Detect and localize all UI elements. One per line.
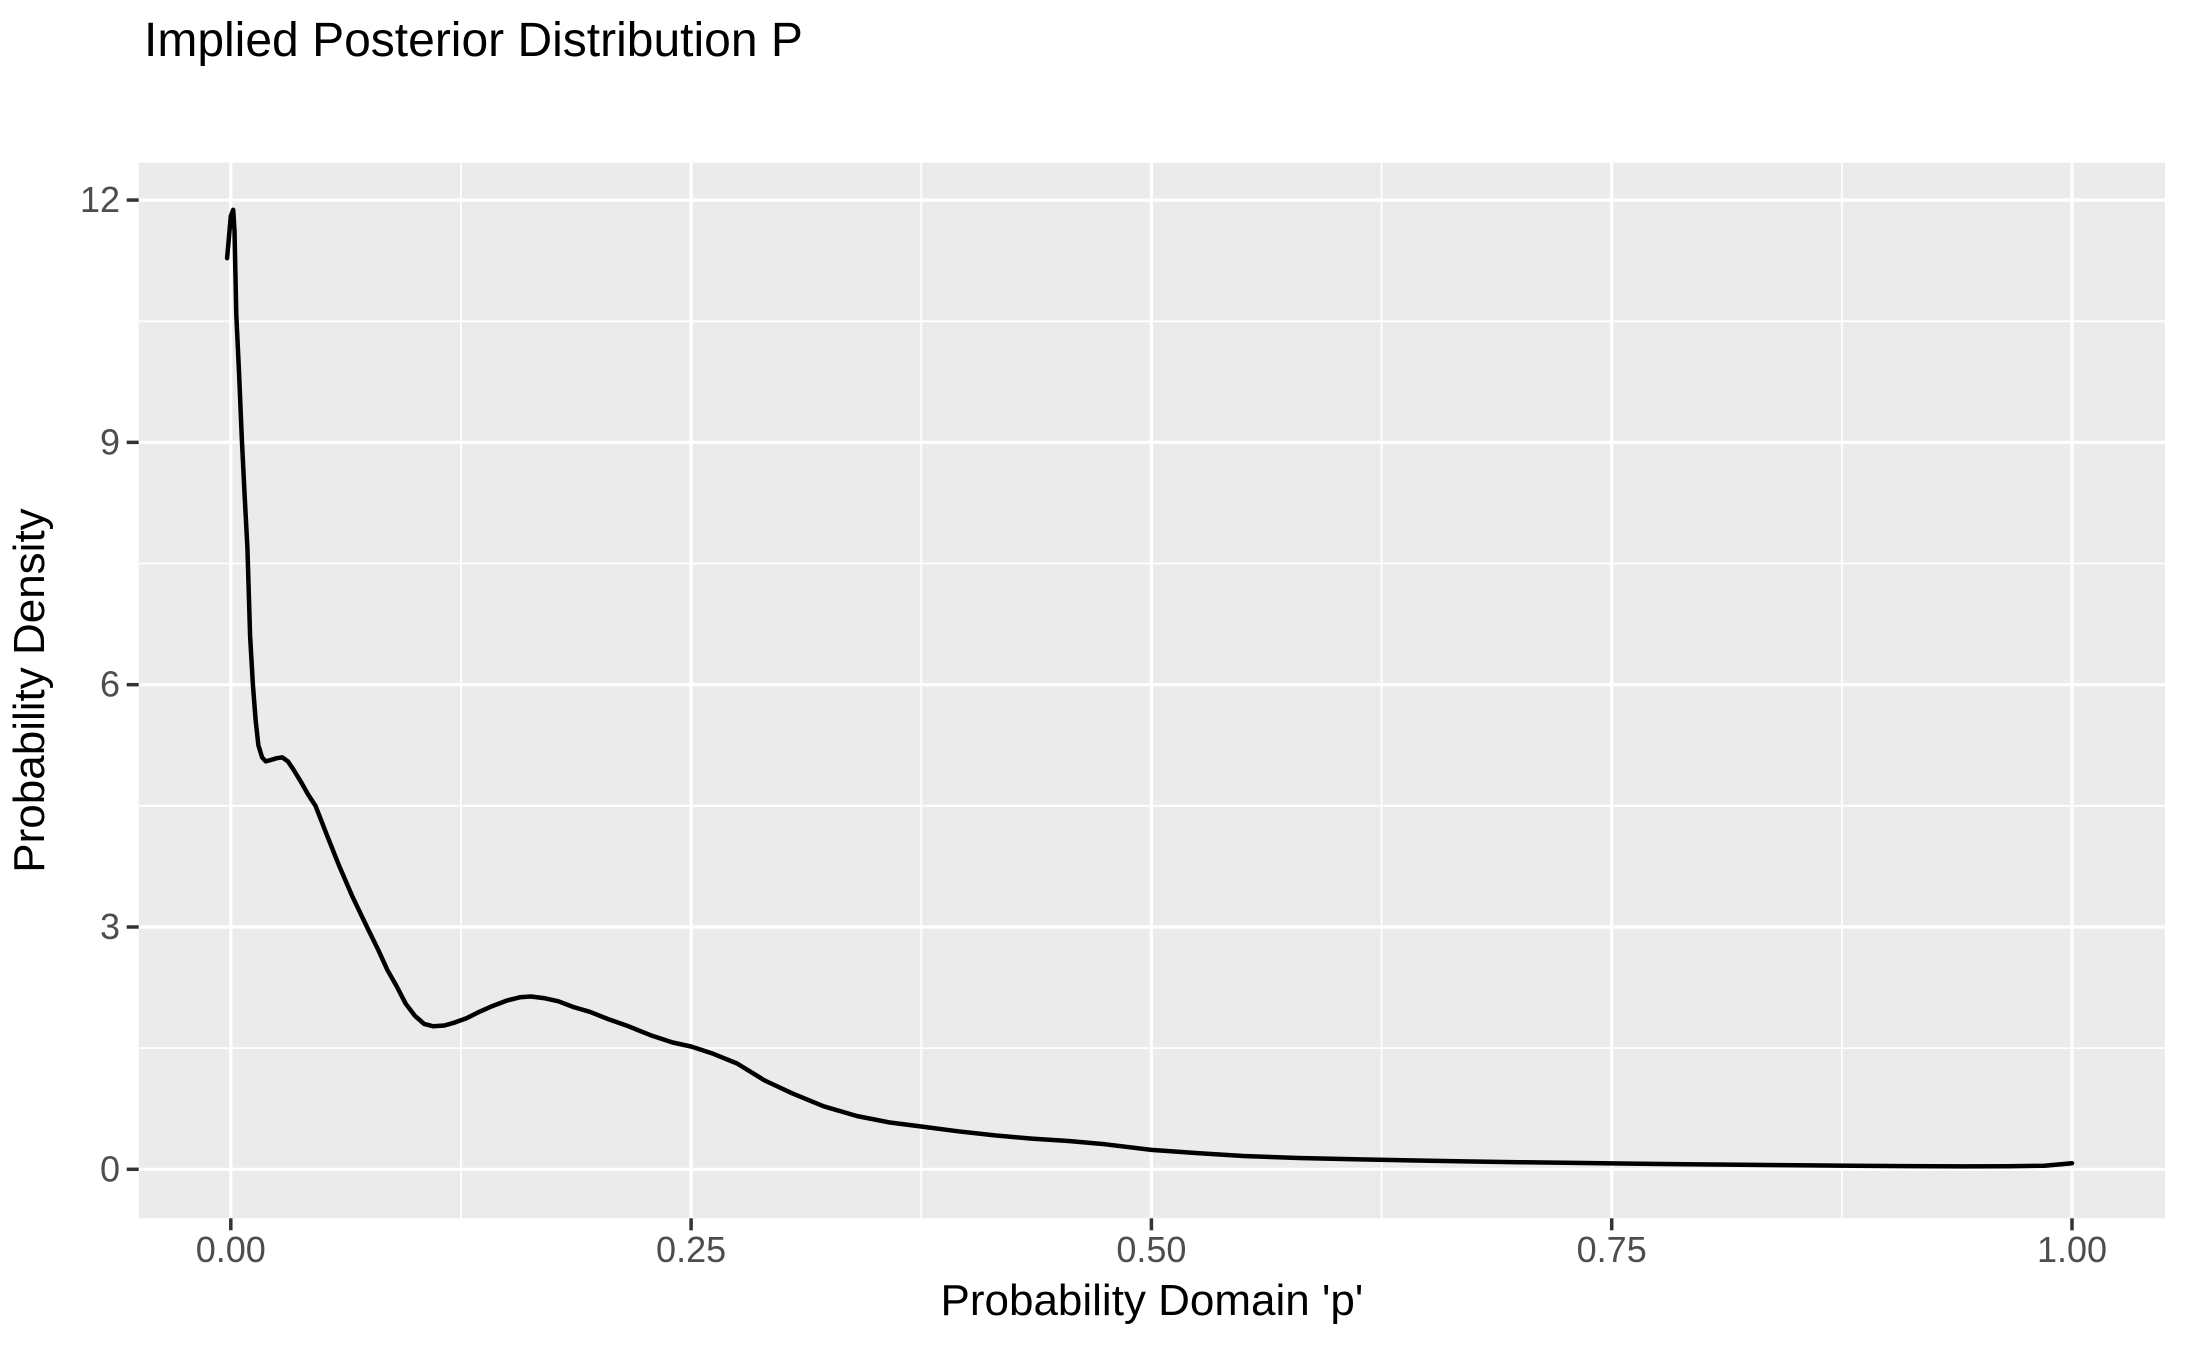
x-tick-label: 0.25 [656,1229,726,1270]
gridlines-major [138,162,2165,1219]
chart-title: Implied Posterior Distribution P [144,14,803,67]
y-tick-label: 9 [100,421,120,462]
x-axis-title: Probability Domain 'p' [941,1276,1364,1325]
density-curve [224,207,2075,1169]
axis-tick-marks [126,198,2074,1231]
y-axis-title: Probability Density [5,508,54,872]
y-tick-label: 3 [100,906,120,947]
y-tick-label: 6 [100,664,120,705]
y-tick-label: 0 [100,1148,120,1189]
x-tick-label: 0.00 [196,1229,266,1270]
y-tick-labels: 0 3 6 9 12 [80,179,120,1189]
x-tick-label: 0.75 [1577,1229,1647,1270]
y-tick-label: 12 [80,179,120,220]
x-tick-label: 1.00 [2037,1229,2107,1270]
x-tick-labels: 0.00 0.25 0.50 0.75 1.00 [196,1229,2107,1270]
x-tick-label: 0.50 [1116,1229,1186,1270]
